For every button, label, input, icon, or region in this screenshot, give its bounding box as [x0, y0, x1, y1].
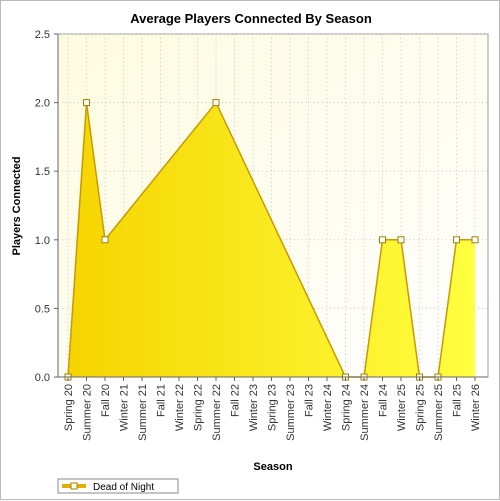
plot-area: 0.0 0.5 1.0 1.5 2.0 2.5 Spring 20 Summer 20 Fall…: [35, 29, 489, 441]
y-tick-label: 0.0: [35, 372, 50, 384]
x-tick-label: Fall 25: [452, 384, 464, 417]
data-point: [212, 99, 220, 107]
data-point: [397, 236, 405, 244]
x-tick-label: Spring 25: [415, 384, 427, 431]
x-tick-label: Spring 23: [267, 384, 279, 431]
data-point: [471, 236, 479, 244]
x-tick-label: Winter 26: [470, 384, 482, 431]
x-tick-label: Fall 23: [304, 384, 316, 417]
y-axis-label: Players Connected: [11, 156, 23, 255]
y-tick-label: 0.5: [35, 303, 50, 315]
data-point: [83, 99, 90, 107]
x-tick-label: Winter 22: [174, 384, 186, 431]
series-line-dead-of-night: [67, 101, 475, 378]
chart-title: Average Players Connected By Season: [130, 11, 372, 26]
y-tick-label: 1.5: [35, 166, 50, 178]
data-point: [453, 236, 460, 244]
x-tick-label: Fall 21: [156, 384, 168, 417]
x-tick-label: Winter 25: [396, 384, 408, 431]
data-point: [379, 236, 386, 244]
x-tick-label: Spring 24: [341, 384, 353, 431]
data-point: [101, 236, 109, 244]
x-tick-label: Winter 23: [248, 384, 260, 431]
x-tick-label: Spring 22: [193, 384, 205, 431]
legend-box: [57, 478, 179, 494]
x-tick-label: Fall 20: [100, 384, 112, 417]
x-tick-label: Summer 22: [211, 384, 223, 441]
legend: Dead of Night: [57, 478, 179, 494]
x-tick-label: Winter 21: [119, 384, 131, 431]
x-tick-label: Summer 20: [82, 384, 94, 441]
x-tick-label: Summer 21: [137, 384, 149, 441]
y-tick-label: 2.5: [35, 29, 50, 41]
x-tick-label: Winter 24: [322, 384, 334, 431]
x-tick-label: Spring 20: [63, 384, 75, 431]
legend-series-label: Dead of Night: [93, 482, 154, 493]
x-axis-label: Season: [253, 461, 292, 473]
x-tick-label: Summer 25: [433, 384, 445, 441]
x-tick-label: Fall 22: [230, 384, 242, 417]
x-tick-label: Summer 24: [359, 384, 371, 441]
legend-series-marker: [70, 482, 78, 490]
x-tick-label: Summer 23: [285, 384, 297, 441]
series-area-dead-of-night: [68, 102, 475, 377]
y-tick-label: 1.0: [35, 235, 50, 247]
x-tick-label: Fall 24: [378, 384, 390, 417]
y-tick-label: 2.0: [35, 98, 50, 110]
